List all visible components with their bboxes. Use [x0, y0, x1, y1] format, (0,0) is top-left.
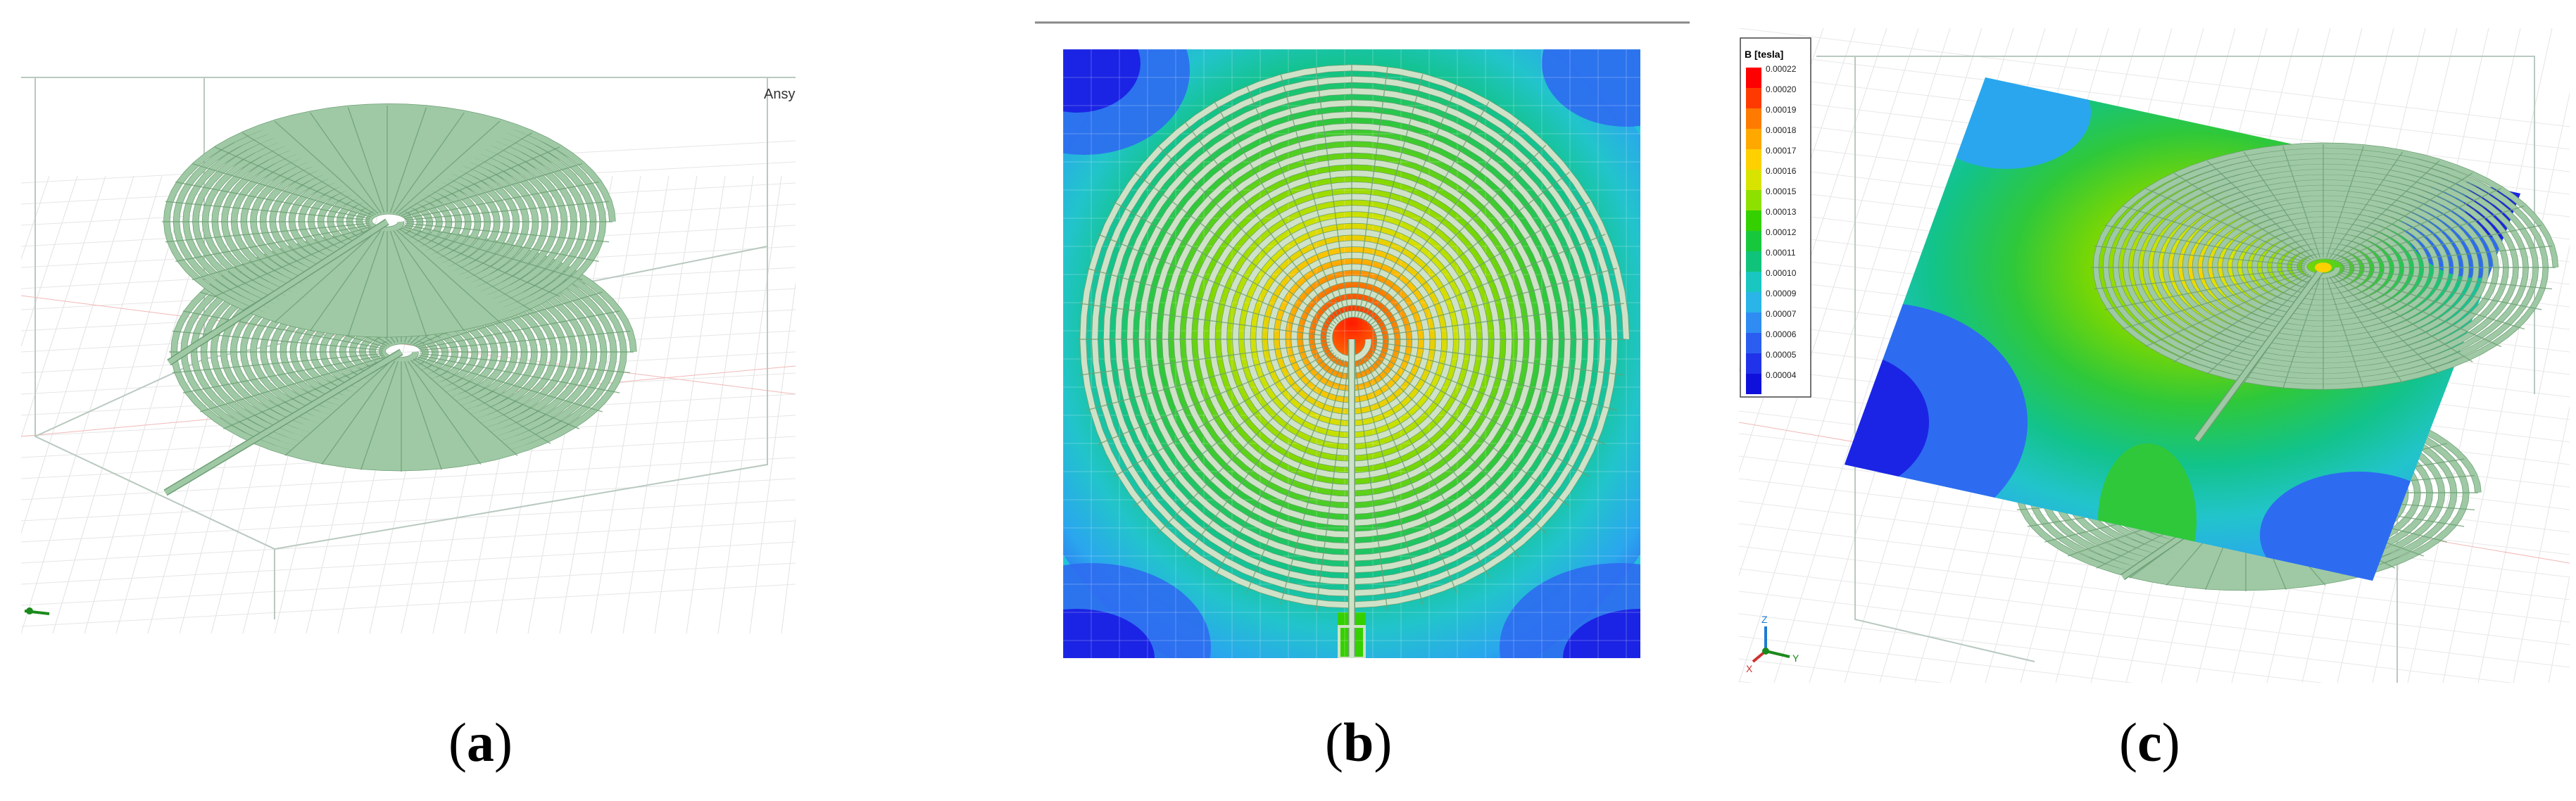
- legend-value: 0.00007: [1766, 309, 1797, 319]
- legend-value: 0.00012: [1766, 227, 1797, 237]
- legend-title: B [tesla]: [1745, 49, 1783, 60]
- caption-c: (c): [2119, 712, 2180, 773]
- legend-value: 0.00019: [1766, 105, 1797, 115]
- panel-a-coil-model: Ansys: [21, 70, 796, 633]
- corner-low-field-tr: [1542, 49, 1640, 127]
- legend-swatch: [1746, 231, 1761, 251]
- caption-b: (b): [1325, 712, 1393, 773]
- legend-swatch: [1746, 292, 1761, 313]
- legend-value: 0.00006: [1766, 329, 1797, 339]
- legend-swatch: [1746, 108, 1761, 129]
- axis-label-x: X: [1746, 663, 1753, 674]
- legend-swatch: [1746, 374, 1761, 394]
- legend-value: 0.00005: [1766, 350, 1797, 360]
- upper-coil: [2091, 142, 2559, 442]
- lead-terminal: [1338, 625, 1366, 658]
- panel-c-field-3d-view: B [tesla] 0.00022 0.00020 0.00019 0.00018 0.…: [1739, 28, 2570, 683]
- axis-triad-icon: Z X Y: [1746, 614, 1799, 674]
- legend-value: 0.00011: [1766, 248, 1796, 258]
- legend-swatch: [1746, 88, 1761, 108]
- legend-value: 0.00020: [1766, 84, 1797, 94]
- legend-swatch: [1746, 129, 1761, 149]
- legend-swatch: [1746, 190, 1761, 210]
- axis-triad-icon: [24, 607, 50, 615]
- top-spiral-coil: [1077, 64, 1630, 658]
- legend-swatch: [1746, 170, 1761, 190]
- upper-spiral-coil: [162, 103, 616, 366]
- ansys-watermark: Ansys: [764, 87, 796, 102]
- corner-min-field-tl: [1063, 49, 1141, 113]
- legend-swatch: [1746, 272, 1761, 292]
- legend-value: 0.00010: [1766, 268, 1797, 278]
- legend-value: 0.00018: [1766, 125, 1797, 135]
- coil-3d-view: Ansys: [21, 77, 796, 633]
- caption-a: (a): [448, 712, 513, 773]
- legend-value: 0.00009: [1766, 289, 1797, 298]
- axis-label-y: Y: [1792, 652, 1799, 664]
- axis-label-z: Z: [1761, 614, 1768, 625]
- corner-min-field-br: [1563, 609, 1640, 658]
- legend-value: 0.00022: [1766, 64, 1797, 74]
- field-peak: [2315, 263, 2332, 272]
- legend-value: 0.00004: [1766, 370, 1797, 380]
- legend-value: 0.00015: [1766, 187, 1797, 196]
- upper-spiral-coil: [2091, 142, 2559, 442]
- legend-value: 0.00016: [1766, 166, 1797, 176]
- field-legend: B [tesla] 0.00022 0.00020 0.00019 0.00018 0.…: [1740, 37, 1811, 398]
- legend-swatch: [1746, 149, 1761, 170]
- field-contour-top-view: [1035, 21, 1690, 658]
- coil-pair: [162, 103, 637, 496]
- spiral-coil-top: [1077, 64, 1630, 658]
- legend-swatch: [1746, 68, 1761, 88]
- legend-swatch: [1746, 210, 1761, 231]
- legend-swatch: [1746, 251, 1761, 272]
- field-3d-view: B [tesla] 0.00022 0.00020 0.00019 0.00018 0.…: [1739, 28, 2570, 683]
- legend-value: 0.00013: [1766, 207, 1797, 217]
- panel-b-field-top-view: [1035, 21, 1690, 676]
- legend-swatch: [1746, 313, 1761, 333]
- legend-swatch: [1746, 353, 1761, 374]
- corner-min-field-bl: [1063, 609, 1155, 658]
- legend-value: 0.00017: [1766, 146, 1797, 156]
- legend-swatch: [1746, 333, 1761, 353]
